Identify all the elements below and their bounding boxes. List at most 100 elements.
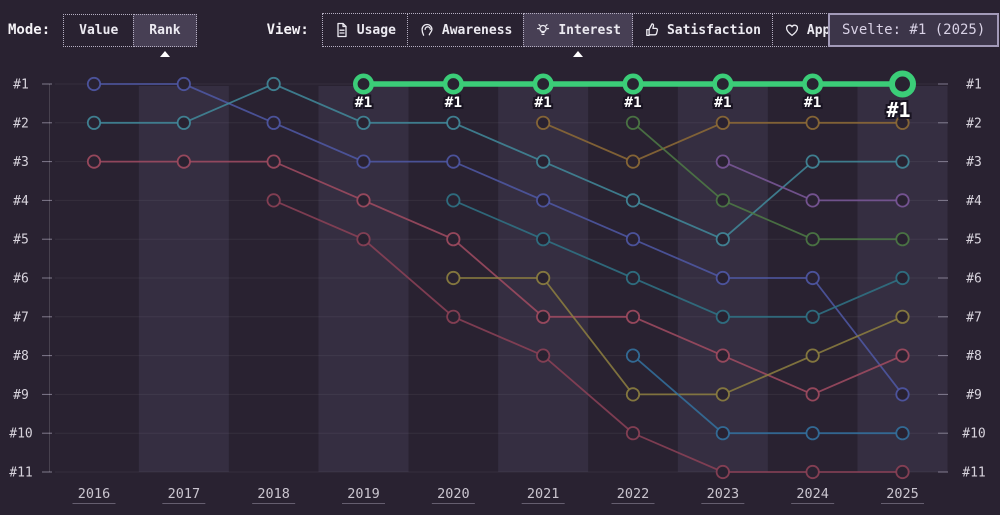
data-point-series-teal[interactable] xyxy=(895,154,910,169)
data-point-series-teal[interactable] xyxy=(86,115,102,130)
data-point-series-olive[interactable] xyxy=(625,387,641,402)
rank-label-left: #7 xyxy=(13,310,29,325)
data-point-series-olive[interactable] xyxy=(895,309,910,324)
data-point-series-crimson[interactable] xyxy=(446,309,461,324)
data-point-series-royal-blue[interactable] xyxy=(805,270,820,286)
lightbulb-icon xyxy=(535,22,551,38)
data-point-series-rose[interactable] xyxy=(895,348,910,363)
view-button-group: Usage Awareness Interest Satisfaction Ap… xyxy=(321,13,913,47)
data-point-svelte[interactable] xyxy=(889,70,916,98)
view-satisfaction-button[interactable]: Satisfaction xyxy=(631,13,773,47)
data-point-series-royal-blue[interactable] xyxy=(356,154,371,169)
year-label[interactable]: 2017 xyxy=(168,486,201,502)
data-point-svelte[interactable] xyxy=(712,73,734,95)
data-point-series-teal[interactable] xyxy=(715,232,730,247)
data-point-series-dark-green[interactable] xyxy=(895,232,910,247)
rank-label-right: #3 xyxy=(966,155,982,170)
data-point-series-rose[interactable] xyxy=(805,387,820,402)
data-point-series-dark-teal[interactable] xyxy=(625,270,641,286)
year-label[interactable]: 2016 xyxy=(78,486,111,502)
data-point-series-brown[interactable] xyxy=(715,115,730,130)
year-label[interactable]: 2024 xyxy=(796,486,829,502)
data-point-series-crimson[interactable] xyxy=(625,426,641,441)
rank-annotation: #1 xyxy=(355,95,373,111)
data-point-series-olive[interactable] xyxy=(536,270,551,286)
data-point-series-crimson[interactable] xyxy=(266,193,281,208)
data-point-series-rose[interactable] xyxy=(715,348,730,363)
data-point-series-crimson[interactable] xyxy=(895,464,910,480)
rank-bump-chart[interactable]: #1 #1 #2 #2 #3 #3 #4 #4 #5 #5 #6 #6 #7 #7 #8 #8 #9 #9 #10 #… xyxy=(0,60,1000,515)
data-point-series-teal[interactable] xyxy=(625,193,641,208)
data-point-series-royal-blue[interactable] xyxy=(446,154,461,169)
data-point-series-dark-green[interactable] xyxy=(805,232,820,247)
data-point-series-teal[interactable] xyxy=(176,115,191,130)
data-point-series-rose[interactable] xyxy=(446,232,461,247)
data-point-series-teal[interactable] xyxy=(536,154,551,169)
year-label[interactable]: 2023 xyxy=(707,486,740,502)
data-point-series-steel-blue[interactable] xyxy=(895,426,910,441)
year-label[interactable]: 2019 xyxy=(347,486,380,502)
data-point-series-teal[interactable] xyxy=(446,115,461,130)
rank-annotation: #1 xyxy=(534,95,552,111)
year-label[interactable]: 2022 xyxy=(617,486,650,502)
data-point-series-royal-blue[interactable] xyxy=(176,76,191,92)
year-label[interactable]: 2025 xyxy=(886,486,919,502)
data-point-series-purple[interactable] xyxy=(805,193,820,208)
data-point-series-purple[interactable] xyxy=(715,154,730,169)
rank-label-left: #5 xyxy=(13,233,29,248)
data-point-series-olive[interactable] xyxy=(805,348,820,363)
data-point-series-teal[interactable] xyxy=(356,115,371,130)
data-point-svelte[interactable] xyxy=(532,73,554,95)
data-point-series-dark-teal[interactable] xyxy=(895,270,910,286)
data-point-series-teal[interactable] xyxy=(266,76,281,92)
data-point-series-crimson[interactable] xyxy=(805,464,820,480)
data-point-series-dark-teal[interactable] xyxy=(536,232,551,247)
data-point-series-crimson[interactable] xyxy=(536,348,551,363)
data-point-series-steel-blue[interactable] xyxy=(715,426,730,441)
data-point-series-steel-blue[interactable] xyxy=(805,426,820,441)
rank-label-right: #6 xyxy=(966,272,982,287)
mode-rank-button[interactable]: Rank xyxy=(133,13,197,47)
data-point-series-royal-blue[interactable] xyxy=(715,270,730,286)
view-awareness-button[interactable]: Awareness xyxy=(406,13,525,47)
data-point-series-dark-teal[interactable] xyxy=(805,309,820,324)
data-point-series-royal-blue[interactable] xyxy=(625,232,641,247)
data-point-svelte[interactable] xyxy=(352,73,374,95)
data-point-series-royal-blue[interactable] xyxy=(86,76,102,92)
data-point-series-brown[interactable] xyxy=(536,115,551,130)
data-point-series-rose[interactable] xyxy=(86,154,102,169)
data-point-series-rose[interactable] xyxy=(176,154,191,169)
data-point-svelte[interactable] xyxy=(622,73,644,95)
data-point-series-royal-blue[interactable] xyxy=(536,193,551,208)
data-point-svelte[interactable] xyxy=(802,73,824,95)
data-point-series-crimson[interactable] xyxy=(715,464,730,480)
mode-value-button[interactable]: Value xyxy=(63,13,135,47)
view-interest-button[interactable]: Interest xyxy=(523,13,633,47)
data-point-series-purple[interactable] xyxy=(895,193,910,208)
year-label[interactable]: 2020 xyxy=(437,486,470,502)
data-point-series-rose[interactable] xyxy=(356,193,371,208)
data-point-series-steel-blue[interactable] xyxy=(625,348,641,363)
data-point-svelte[interactable] xyxy=(442,73,464,95)
data-point-series-dark-green[interactable] xyxy=(715,193,730,208)
data-point-series-rose[interactable] xyxy=(625,309,641,324)
rank-label-right: #9 xyxy=(966,388,982,403)
data-point-series-dark-teal[interactable] xyxy=(446,193,461,208)
data-point-series-brown[interactable] xyxy=(805,115,820,130)
data-point-series-dark-teal[interactable] xyxy=(715,309,730,324)
data-point-series-olive[interactable] xyxy=(715,387,730,402)
data-point-series-dark-green[interactable] xyxy=(625,115,641,130)
data-point-series-teal[interactable] xyxy=(805,154,820,169)
data-point-series-rose[interactable] xyxy=(536,309,551,324)
year-label[interactable]: 2021 xyxy=(527,486,560,502)
data-point-series-royal-blue[interactable] xyxy=(895,387,910,402)
data-point-series-olive[interactable] xyxy=(446,270,461,286)
data-point-series-brown[interactable] xyxy=(625,154,641,169)
year-label[interactable]: 2018 xyxy=(257,486,290,502)
view-usage-button[interactable]: Usage xyxy=(321,13,408,47)
data-point-series-royal-blue[interactable] xyxy=(266,115,281,130)
data-point-series-brown[interactable] xyxy=(895,115,910,130)
data-point-series-crimson[interactable] xyxy=(356,232,371,247)
rank-label-left: #10 xyxy=(9,427,32,442)
data-point-series-rose[interactable] xyxy=(266,154,281,169)
